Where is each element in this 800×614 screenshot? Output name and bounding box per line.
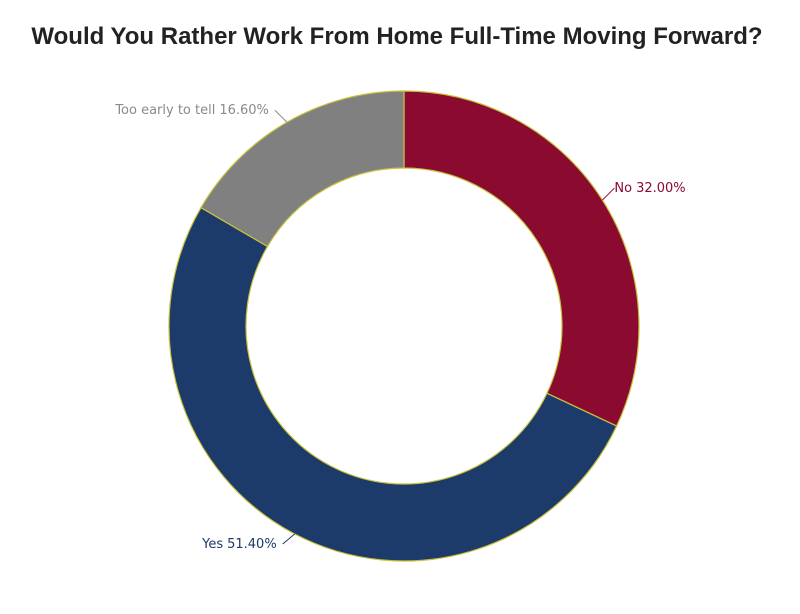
slice-category: Too early to tell [114,103,215,118]
slice [200,90,405,248]
leader-line [274,109,288,123]
slice-category: No [614,181,632,196]
slice-label: No 32.00% [614,181,685,196]
slice-value-label: 32.00% [636,181,686,196]
slice-label: Yes 51.40% [201,537,277,552]
slice [403,90,640,427]
leader-line [282,533,296,545]
slice-value-label: 16.60% [219,103,269,118]
slice [168,206,618,562]
chart-title: Would You Rather Work From Home Full-Tim… [31,23,762,50]
leader-line [602,187,615,201]
slice-category: Yes [201,537,223,552]
slice-value-label: 51.40% [227,537,277,552]
slice-label: Too early to tell 16.60% [114,103,269,118]
